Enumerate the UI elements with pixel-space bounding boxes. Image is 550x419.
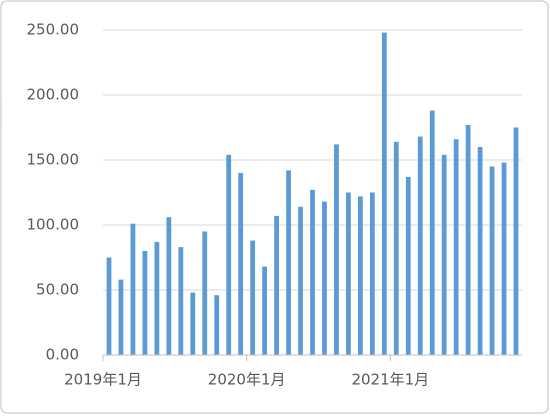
- bar: [190, 292, 196, 355]
- bar: [369, 192, 375, 355]
- bar: [381, 32, 387, 355]
- bar: [178, 247, 184, 355]
- bar: [489, 166, 495, 355]
- y-tick-label: 100.00: [27, 216, 80, 234]
- bar: [238, 173, 244, 355]
- bar: [286, 170, 291, 355]
- bar: [322, 201, 327, 355]
- bar: [262, 266, 268, 355]
- bar: [106, 257, 112, 355]
- bar: [130, 223, 136, 355]
- bar: [346, 192, 351, 355]
- y-tick-label: 50.00: [36, 281, 79, 299]
- x-tick-label: 2020年1月: [208, 371, 286, 389]
- bar: [250, 240, 256, 355]
- bar: [274, 215, 279, 355]
- bar: [334, 144, 339, 355]
- bar: [310, 189, 315, 355]
- y-tick-label: 150.00: [27, 151, 80, 169]
- bar: [226, 154, 232, 355]
- bar: [513, 127, 519, 355]
- bar: [142, 251, 148, 355]
- bar: [441, 154, 447, 355]
- bar: [298, 206, 303, 355]
- bar: [154, 241, 160, 355]
- y-tick-label: 250.00: [27, 21, 80, 39]
- bar: [465, 124, 471, 356]
- bar: [405, 176, 411, 355]
- y-tick-label: 200.00: [27, 86, 80, 104]
- bar: [501, 162, 507, 355]
- bar: [166, 217, 172, 355]
- bar: [429, 110, 435, 355]
- bar: [453, 139, 459, 355]
- bar: [357, 196, 363, 355]
- bar: [202, 231, 208, 355]
- bar: [477, 147, 483, 355]
- bar: [118, 279, 124, 355]
- bar: [214, 295, 220, 355]
- x-tick-label: 2019年1月: [64, 371, 142, 389]
- x-tick-label: 2021年1月: [351, 371, 429, 389]
- bar: [393, 141, 399, 355]
- y-tick-label: 0.00: [46, 346, 79, 364]
- bar: [417, 136, 423, 355]
